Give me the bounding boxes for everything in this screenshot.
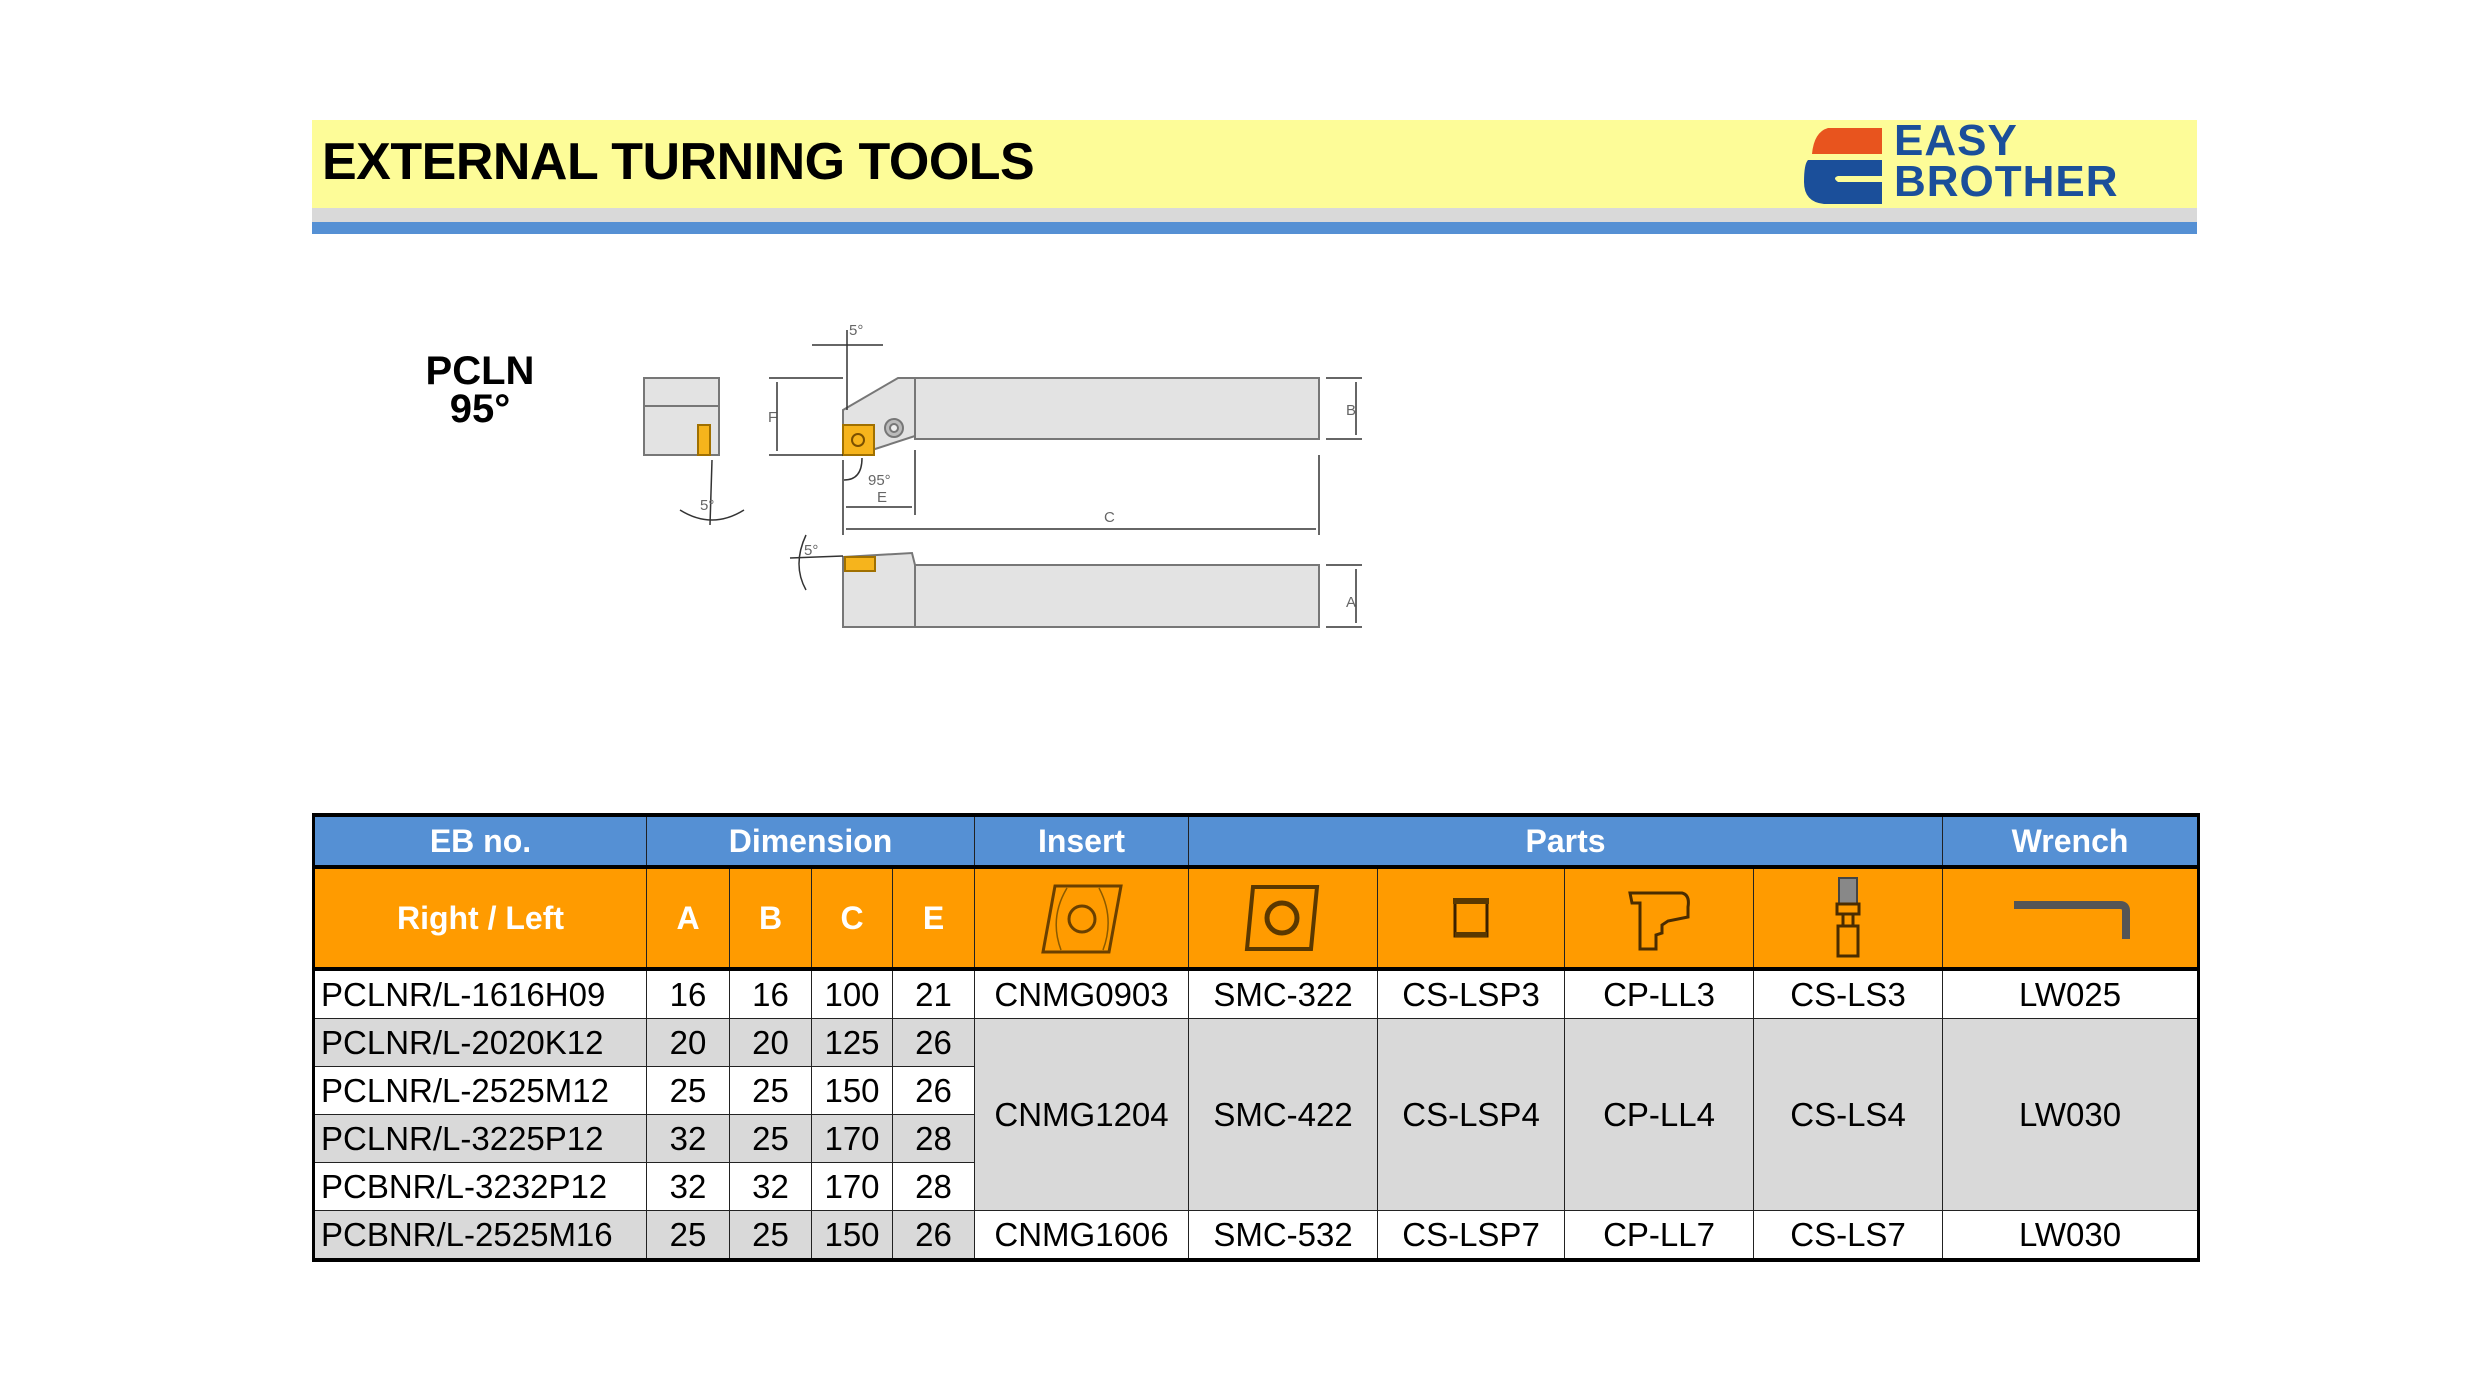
cell-eb-no: PCLNR/L-2020K12 — [313, 1018, 647, 1067]
cell-e: 28 — [891, 1114, 976, 1163]
screw-icon — [1835, 877, 1861, 958]
cell-shim: SMC-322 — [1188, 968, 1379, 1019]
header-eb-no: EB no. — [313, 813, 647, 869]
dim-f-label: F — [768, 409, 777, 426]
header-right-left: Right / Left — [313, 866, 647, 971]
header-dim-b: B — [729, 866, 812, 971]
header-parts: Parts — [1188, 813, 1944, 869]
logo-text-easy: EASY — [1894, 116, 2018, 165]
cell-c: 150 — [811, 1210, 893, 1262]
cell-c: 170 — [811, 1114, 893, 1163]
header-divider-blue — [312, 222, 2197, 234]
hex-wrench-icon — [2014, 901, 2131, 939]
cell-clamp: CP-LL4 — [1564, 1018, 1755, 1211]
dim-b-label: B — [1346, 402, 1356, 419]
group-header-row: EB no. Dimension Insert Parts Wrench — [313, 813, 2200, 869]
cell-eb-no: PCLNR/L-2525M12 — [313, 1066, 647, 1115]
table-row: PCLNR/L-1616H09 16 16 100 21 CNMG0903 SM… — [313, 968, 2200, 1019]
bottom-view-shank — [914, 564, 1320, 628]
cell-eb-no: PCLNR/L-3225P12 — [313, 1114, 647, 1163]
cell-screw: CS-LS4 — [1753, 1018, 1944, 1211]
cell-wrench: LW025 — [1942, 968, 2200, 1019]
top-view-insert — [842, 424, 875, 456]
logo-text-brother: BROTHER — [1894, 157, 2119, 206]
cell-wrench: LW030 — [1942, 1210, 2200, 1262]
cell-insert: CNMG0903 — [974, 968, 1190, 1019]
logo-mark-icon — [1804, 128, 1882, 204]
top-angle-label: 5° — [849, 322, 863, 339]
side-view-insert — [697, 424, 711, 456]
insert-icon — [1040, 884, 1123, 954]
table-row: PCLNR/L-2020K12 20 20 125 26 CNMG1204 SM… — [313, 1018, 2200, 1211]
shim-pin-icon — [1453, 898, 1490, 938]
cell-pin: CS-LSP4 — [1377, 1018, 1566, 1211]
cell-shim: SMC-532 — [1188, 1210, 1379, 1262]
cell-b: 25 — [729, 1114, 812, 1163]
bottom-angle-label: 5° — [804, 542, 818, 559]
header-divider-gray — [312, 208, 2197, 222]
lead-angle-label: 95° — [868, 472, 891, 489]
cell-pin: CS-LSP3 — [1377, 968, 1566, 1019]
cell-pin: CS-LSP7 — [1377, 1210, 1566, 1262]
cell-e: 26 — [891, 1210, 976, 1262]
cell-a: 32 — [646, 1162, 730, 1211]
cell-b: 25 — [729, 1210, 812, 1262]
header-insert: Insert — [974, 813, 1190, 869]
cell-screw: CS-LS3 — [1753, 968, 1944, 1019]
cell-e: 21 — [891, 968, 976, 1019]
cell-e: 26 — [891, 1066, 976, 1115]
table-row: PCBNR/L-3232P12 32 32 170 28 — [313, 1162, 2199, 1211]
table-row: PCLNR/L-3225P12 32 25 170 28 — [313, 1114, 2199, 1163]
cell-a: 32 — [646, 1114, 730, 1163]
cell-eb-no: PCBNR/L-3232P12 — [313, 1162, 647, 1211]
model-name: PCLN — [425, 349, 535, 393]
cell-clamp: CP-LL3 — [1564, 968, 1755, 1019]
cell-c: 170 — [811, 1162, 893, 1211]
cell-c: 100 — [811, 968, 893, 1019]
cell-clamp: CP-LL7 — [1564, 1210, 1755, 1262]
cell-insert: CNMG1606 — [974, 1210, 1190, 1262]
header-wrench: Wrench — [1942, 813, 2200, 869]
cell-screw: CS-LS7 — [1753, 1210, 1944, 1262]
cell-insert: CNMG1204 — [974, 1018, 1190, 1211]
cell-wrench: LW030 — [1942, 1018, 2200, 1211]
cell-a: 25 — [646, 1066, 730, 1115]
shim-icon — [1244, 885, 1320, 951]
header-dim-e: E — [891, 866, 976, 971]
cell-e: 28 — [891, 1162, 976, 1211]
dim-e-label: E — [877, 489, 887, 506]
dim-c-label: C — [1104, 509, 1115, 526]
cell-b: 20 — [729, 1018, 812, 1067]
cell-b: 32 — [729, 1162, 812, 1211]
cell-shim: SMC-422 — [1188, 1018, 1379, 1211]
page-title: EXTERNAL TURNING TOOLS — [322, 133, 1035, 191]
side-angle-label: 5° — [700, 497, 714, 514]
clamp-lever-icon — [1628, 891, 1690, 951]
model-label: PCLN 95° — [400, 349, 560, 431]
cell-b: 25 — [729, 1066, 812, 1115]
cell-eb-no: PCBNR/L-2525M16 — [313, 1210, 647, 1262]
cell-c: 150 — [811, 1066, 893, 1115]
table-row: PCBNR/L-2525M16 25 25 150 26 CNMG1606 SM… — [313, 1210, 2200, 1262]
cell-eb-no: PCLNR/L-1616H09 — [313, 968, 647, 1019]
sub-header-row: Right / Left A B C E — [313, 866, 2200, 971]
cell-a: 25 — [646, 1210, 730, 1262]
cell-e: 26 — [891, 1018, 976, 1067]
cell-a: 20 — [646, 1018, 730, 1067]
brand-logo: EASY BROTHER — [1798, 119, 2188, 208]
specification-table: EB no. Dimension Insert Parts Wrench Rig… — [312, 813, 2201, 1262]
cell-c: 125 — [811, 1018, 893, 1067]
table-row: PCLNR/L-2525M12 25 25 150 26 — [313, 1066, 2199, 1115]
header-band — [312, 120, 2197, 208]
header-dimension: Dimension — [645, 813, 976, 869]
dim-a-label: A — [1346, 594, 1356, 611]
header-dim-c: C — [811, 866, 893, 971]
header-dim-a: A — [646, 866, 730, 971]
model-angle: 95° — [449, 387, 511, 431]
top-view-shank — [914, 377, 1320, 440]
cell-a: 16 — [646, 968, 730, 1019]
cell-b: 16 — [729, 968, 812, 1019]
